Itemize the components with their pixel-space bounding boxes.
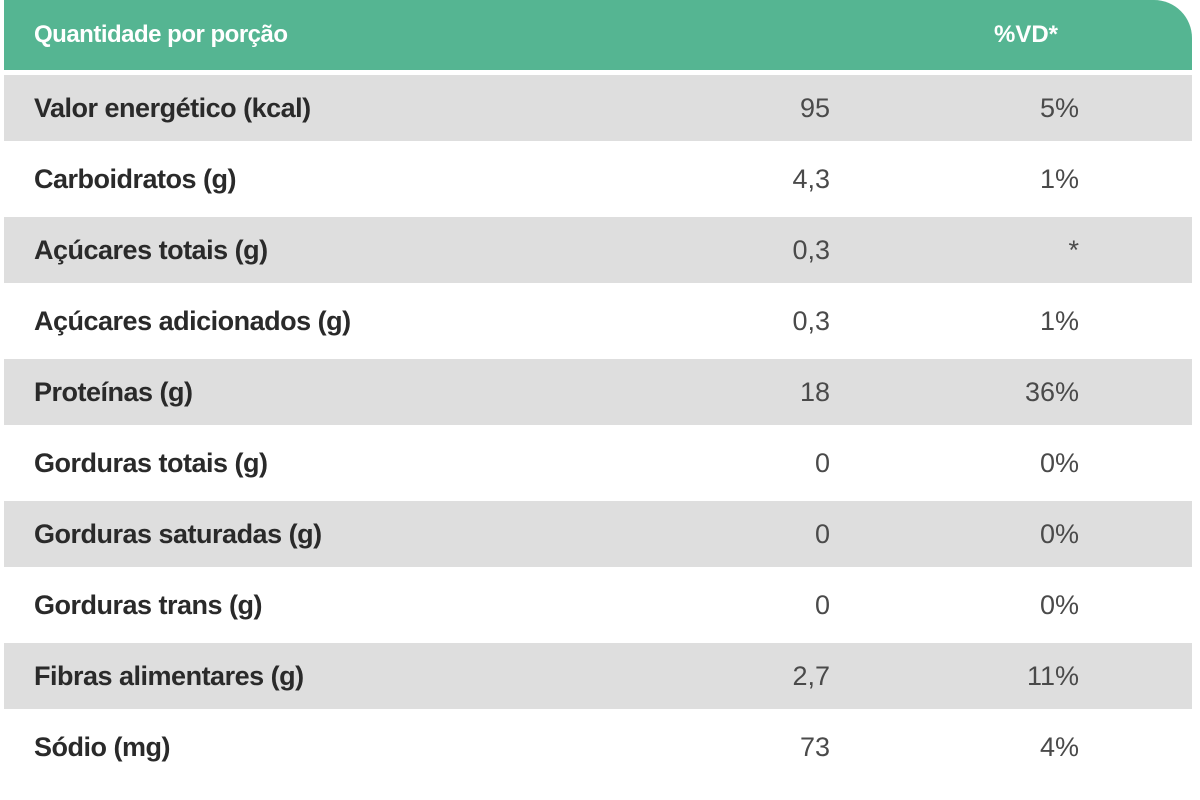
table-row: Fibras alimentares (g) 2,7 11%: [4, 643, 1192, 709]
nutrient-label: Açúcares adicionados (g): [34, 306, 351, 336]
table-row: Valor energético (kcal) 95 5%: [4, 75, 1192, 141]
nutrient-label: Gorduras totais (g): [34, 448, 268, 478]
table-row: Gorduras totais (g) 0 0%: [4, 430, 1192, 496]
nutrient-label: Gorduras trans (g): [34, 590, 263, 620]
table-row: Açúcares totais (g) 0,3 *: [4, 217, 1192, 283]
nutrient-amount: 0,3: [792, 235, 830, 265]
nutrient-label: Fibras alimentares (g): [34, 661, 304, 691]
nutrient-daily-value: 0%: [1039, 519, 1079, 549]
nutrient-label: Açúcares totais (g): [34, 235, 268, 265]
nutrient-label: Proteínas (g): [34, 377, 193, 407]
nutrient-amount: 73: [799, 732, 830, 762]
nutrient-label: Valor energético (kcal): [34, 93, 311, 123]
table-row: Gorduras saturadas (g) 0 0%: [4, 501, 1192, 567]
nutrient-label: Sódio (mg): [34, 732, 170, 762]
table-row: Carboidratos (g) 4,3 1%: [4, 146, 1192, 212]
nutrient-daily-value: 5%: [1039, 93, 1079, 123]
nutrient-label: Carboidratos (g): [34, 164, 237, 194]
nutrient-daily-value: 0%: [1039, 448, 1079, 478]
nutrient-daily-value: *: [1068, 235, 1079, 265]
nutrition-table: Quantidade por porção %VD* Valor energét…: [4, 0, 1192, 780]
nutrient-daily-value: 0%: [1039, 590, 1079, 620]
nutrient-amount: 0: [814, 590, 830, 620]
nutrient-daily-value: 36%: [1024, 377, 1079, 407]
table-row: Açúcares adicionados (g) 0,3 1%: [4, 288, 1192, 354]
quantity-per-serving-header: Quantidade por porção: [34, 21, 288, 48]
nutrient-amount: 2,7: [792, 661, 830, 691]
table-row: Proteínas (g) 18 36%: [4, 359, 1192, 425]
nutrient-amount: 0,3: [792, 306, 830, 336]
nutrient-daily-value: 4%: [1039, 732, 1079, 762]
table-header: Quantidade por porção %VD*: [4, 0, 1192, 70]
table-row: Gorduras trans (g) 0 0%: [4, 572, 1192, 638]
nutrient-amount: 0: [814, 519, 830, 549]
nutrient-amount: 95: [799, 93, 830, 123]
nutrient-amount: 0: [814, 448, 830, 478]
nutrient-amount: 4,3: [792, 164, 830, 194]
daily-value-header: %VD*: [994, 21, 1059, 48]
nutrient-amount: 18: [799, 377, 830, 407]
nutrient-label: Gorduras saturadas (g): [34, 519, 322, 549]
table-row: Sódio (mg) 73 4%: [4, 714, 1192, 780]
nutrient-daily-value: 1%: [1039, 306, 1079, 336]
nutrient-daily-value: 11%: [1026, 661, 1079, 691]
nutrient-daily-value: 1%: [1039, 164, 1079, 194]
